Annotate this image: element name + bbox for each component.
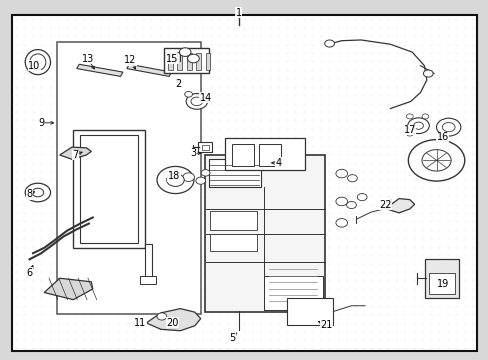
Bar bbox=[140, 276, 156, 284]
Circle shape bbox=[196, 177, 205, 184]
Polygon shape bbox=[146, 309, 201, 331]
Bar bbox=[177, 53, 182, 70]
Bar bbox=[196, 53, 201, 70]
Bar bbox=[204, 155, 325, 312]
Circle shape bbox=[32, 188, 43, 197]
Bar bbox=[428, 273, 454, 294]
Bar bbox=[198, 142, 211, 152]
Bar bbox=[287, 298, 333, 325]
Circle shape bbox=[347, 175, 357, 182]
Bar bbox=[264, 276, 323, 310]
Bar bbox=[144, 244, 152, 280]
Text: 10: 10 bbox=[28, 61, 41, 71]
Circle shape bbox=[335, 219, 347, 227]
Circle shape bbox=[406, 131, 412, 136]
Text: 7: 7 bbox=[72, 150, 78, 160]
Circle shape bbox=[183, 173, 194, 181]
Bar bbox=[209, 158, 260, 187]
Circle shape bbox=[186, 94, 207, 109]
Bar bbox=[57, 42, 201, 314]
Bar bbox=[80, 135, 137, 243]
Bar bbox=[210, 211, 256, 230]
Text: 6: 6 bbox=[26, 268, 33, 278]
Circle shape bbox=[191, 97, 202, 106]
Bar bbox=[425, 258, 458, 298]
Polygon shape bbox=[126, 64, 171, 76]
Text: 12: 12 bbox=[124, 55, 136, 65]
Ellipse shape bbox=[30, 54, 46, 70]
Circle shape bbox=[346, 202, 356, 208]
Circle shape bbox=[413, 122, 423, 129]
Circle shape bbox=[407, 118, 428, 134]
Circle shape bbox=[324, 40, 334, 47]
Bar bbox=[224, 138, 305, 170]
Circle shape bbox=[436, 118, 460, 136]
Circle shape bbox=[335, 169, 347, 178]
Text: 15: 15 bbox=[166, 54, 178, 64]
Bar bbox=[232, 144, 254, 166]
Circle shape bbox=[421, 114, 428, 119]
Text: 1: 1 bbox=[235, 8, 241, 18]
Text: 21: 21 bbox=[319, 320, 332, 330]
Ellipse shape bbox=[25, 50, 50, 75]
Text: 9: 9 bbox=[38, 118, 44, 128]
Circle shape bbox=[25, 183, 50, 202]
Polygon shape bbox=[44, 278, 93, 300]
Bar bbox=[167, 53, 172, 70]
Circle shape bbox=[421, 150, 450, 171]
Circle shape bbox=[442, 122, 454, 132]
Text: 13: 13 bbox=[81, 54, 94, 64]
Bar bbox=[205, 53, 210, 70]
Circle shape bbox=[406, 114, 412, 119]
Bar bbox=[73, 130, 145, 248]
Text: 22: 22 bbox=[379, 200, 391, 210]
Bar bbox=[201, 145, 208, 150]
Text: 19: 19 bbox=[436, 279, 448, 289]
Bar bbox=[259, 144, 281, 166]
Polygon shape bbox=[77, 64, 122, 76]
Bar bbox=[210, 234, 256, 251]
Circle shape bbox=[184, 91, 192, 97]
Circle shape bbox=[179, 48, 191, 57]
Text: 17: 17 bbox=[403, 125, 415, 135]
Bar bbox=[164, 48, 208, 73]
Polygon shape bbox=[385, 199, 414, 213]
Bar bbox=[186, 53, 191, 70]
Text: 2: 2 bbox=[175, 78, 182, 89]
Text: 18: 18 bbox=[167, 171, 180, 181]
Text: 14: 14 bbox=[199, 93, 211, 103]
Circle shape bbox=[407, 140, 464, 181]
Circle shape bbox=[357, 194, 366, 201]
Circle shape bbox=[335, 197, 347, 206]
Polygon shape bbox=[60, 147, 91, 159]
Text: 11: 11 bbox=[134, 318, 146, 328]
Text: 16: 16 bbox=[436, 132, 448, 142]
Circle shape bbox=[166, 174, 184, 186]
Circle shape bbox=[201, 170, 209, 176]
Circle shape bbox=[157, 166, 194, 194]
Circle shape bbox=[423, 70, 432, 77]
Text: 4: 4 bbox=[275, 158, 281, 168]
Circle shape bbox=[157, 313, 166, 320]
Text: 3: 3 bbox=[190, 148, 196, 158]
Text: 5: 5 bbox=[229, 333, 235, 343]
Text: 20: 20 bbox=[166, 318, 178, 328]
Text: 8: 8 bbox=[26, 189, 33, 199]
Circle shape bbox=[187, 54, 199, 63]
